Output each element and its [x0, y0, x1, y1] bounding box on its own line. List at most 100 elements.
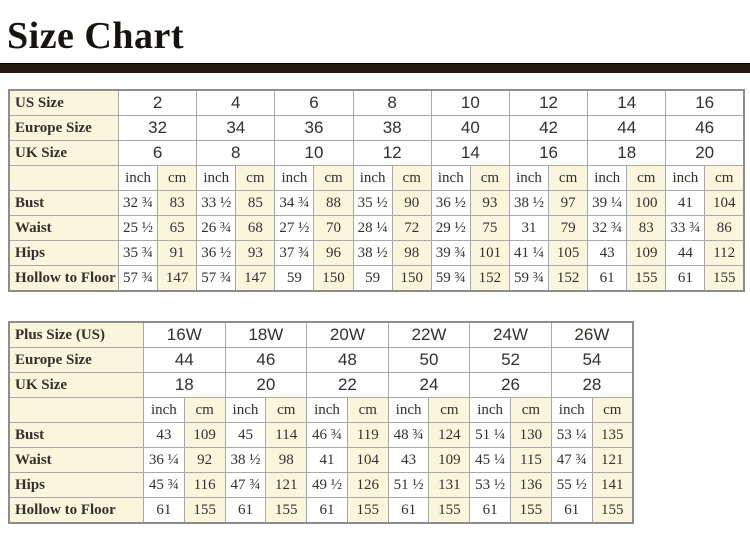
unit-inch-cell: inch	[508, 165, 550, 191]
size-value-cell: 52	[469, 347, 552, 373]
unit-inch-cell: inch	[430, 165, 471, 191]
cm-value-cell: 150	[313, 265, 354, 292]
inch-value-cell: 59 ¾	[430, 265, 471, 292]
size-row: Europe Size 32 34 36 38 40 42 44 46	[8, 115, 745, 141]
cm-value-cell: 105	[548, 240, 589, 266]
cm-value-cell: 101	[469, 240, 510, 266]
inch-value-cell: 39 ¼	[587, 190, 628, 216]
cm-value-cell: 130	[510, 422, 552, 448]
inch-value-cell: 44	[665, 240, 706, 266]
cm-value-cell: 147	[157, 265, 198, 292]
unit-inch-cell: inch	[274, 165, 315, 191]
unit-cm-cell: cm	[469, 165, 510, 191]
row-label-cell: Waist	[8, 215, 119, 241]
inch-value-cell: 43	[143, 422, 185, 448]
inch-value-cell: 55 ½	[550, 472, 593, 498]
size-value-cell: 20	[224, 372, 308, 398]
inch-value-cell: 49 ½	[306, 472, 348, 498]
inch-value-cell: 57 ¾	[196, 265, 237, 292]
size-value-cell: 50	[387, 347, 471, 373]
unit-inch-cell: inch	[550, 397, 593, 423]
inch-value-cell: 59	[352, 265, 393, 292]
cm-value-cell: 97	[548, 190, 589, 216]
size-value-cell: 12	[508, 89, 589, 116]
size-value-cell: 42	[508, 115, 589, 141]
size-value-cell: 40	[430, 115, 510, 141]
unit-inch-cell: inch	[469, 397, 512, 423]
measure-row: Bust 32 ¾ 83 33 ½ 85 34 ¾ 88 35 ½ 90 36 ½ 93 38 ½ 97…	[8, 190, 745, 216]
row-label-cell: Plus Size (US)	[8, 321, 144, 348]
inch-value-cell: 33 ½	[196, 190, 237, 216]
cm-value-cell: 75	[469, 215, 510, 241]
size-value-cell: 48	[306, 347, 389, 373]
inch-value-cell: 57 ¾	[117, 265, 159, 292]
size-value-cell: 4	[196, 89, 276, 116]
cm-value-cell: 70	[313, 215, 354, 241]
inch-value-cell: 25 ½	[117, 215, 159, 241]
inch-value-cell: 36 ½	[430, 190, 471, 216]
inch-value-cell: 35 ½	[352, 190, 393, 216]
row-label-cell: Hips	[8, 240, 119, 266]
size-value-cell: 26W	[550, 321, 634, 348]
unit-cm-cell: cm	[265, 397, 308, 423]
inch-value-cell: 28 ¼	[352, 215, 393, 241]
size-value-cell: 44	[143, 347, 226, 373]
size-value-cell: 12	[352, 140, 432, 166]
size-value-cell: 36	[274, 115, 354, 141]
inch-value-cell: 48 ¾	[387, 422, 430, 448]
unit-row-empty-cell	[8, 397, 144, 423]
size-value-cell: 6	[117, 140, 198, 166]
cm-value-cell: 152	[469, 265, 510, 292]
cm-value-cell: 90	[391, 190, 432, 216]
cm-value-cell: 155	[510, 497, 552, 524]
inch-value-cell: 29 ½	[430, 215, 471, 241]
cm-value-cell: 65	[157, 215, 198, 241]
unit-header-row: inch cm inch cm inch cm inch cm inch cm inch cm	[8, 397, 634, 423]
size-value-cell: 8	[196, 140, 276, 166]
cm-value-cell: 116	[183, 472, 226, 498]
plus-size-table-body: Plus Size (US) 16W 18W 20W 22W 24W 26W Europe S…	[8, 321, 634, 524]
regular-size-table-body: US Size 2 4 6 8 10 12 14 16 Europe Size 32 34 36 38 40…	[8, 89, 745, 292]
cm-value-cell: 131	[428, 472, 471, 498]
size-value-cell: 20W	[306, 321, 389, 348]
inch-value-cell: 61	[665, 265, 706, 292]
cm-value-cell: 98	[265, 447, 308, 473]
cm-value-cell: 83	[626, 215, 667, 241]
inch-value-cell: 39 ¾	[430, 240, 471, 266]
cm-value-cell: 68	[235, 215, 276, 241]
cm-value-cell: 155	[428, 497, 471, 524]
size-row: US Size 2 4 6 8 10 12 14 16	[8, 89, 745, 116]
measure-row: Waist 36 ¼ 92 38 ½ 98 41 104 43 109 45 ¼ 115 47 ¾ 12…	[8, 447, 634, 473]
inch-value-cell: 43	[587, 240, 628, 266]
inch-value-cell: 32 ¾	[117, 190, 159, 216]
size-value-cell: 38	[352, 115, 432, 141]
inch-value-cell: 61	[224, 497, 267, 524]
cm-value-cell: 100	[626, 190, 667, 216]
inch-value-cell: 47 ¾	[224, 472, 267, 498]
size-value-cell: 14	[587, 89, 667, 116]
cm-value-cell: 85	[235, 190, 276, 216]
measure-row: Hollow to Floor 57 ¾ 147 57 ¾ 147 59 150 59 150 5…	[8, 265, 745, 292]
unit-cm-cell: cm	[428, 397, 471, 423]
size-value-cell: 54	[550, 347, 634, 373]
inch-value-cell: 43	[387, 447, 430, 473]
measure-row: Waist 25 ½ 65 26 ¾ 68 27 ½ 70 28 ¼ 72 29 ½ 75 31 79 3…	[8, 215, 745, 241]
inch-value-cell: 45	[224, 422, 267, 448]
cm-value-cell: 93	[469, 190, 510, 216]
size-value-cell: 16	[665, 89, 745, 116]
cm-value-cell: 72	[391, 215, 432, 241]
cm-value-cell: 155	[346, 497, 389, 524]
inch-value-cell: 61	[306, 497, 348, 524]
cm-value-cell: 104	[704, 190, 745, 216]
regular-size-table: US Size 2 4 6 8 10 12 14 16 Europe Size 32 34 36 38 40…	[8, 89, 745, 292]
unit-cm-cell: cm	[626, 165, 667, 191]
size-value-cell: 46	[224, 347, 308, 373]
cm-value-cell: 135	[591, 422, 634, 448]
unit-cm-cell: cm	[183, 397, 226, 423]
size-value-cell: 16	[508, 140, 589, 166]
cm-value-cell: 98	[391, 240, 432, 266]
size-value-cell: 44	[587, 115, 667, 141]
inch-value-cell: 38 ½	[224, 447, 267, 473]
cm-value-cell: 79	[548, 215, 589, 241]
cm-value-cell: 109	[183, 422, 226, 448]
